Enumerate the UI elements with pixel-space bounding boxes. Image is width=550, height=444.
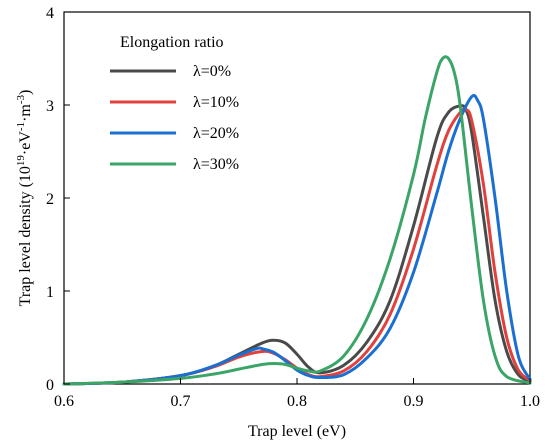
x-axis-ticks: 0.6 0.7 0.8 0.9 1.0	[54, 378, 540, 410]
legend-title: Elongation ratio	[120, 34, 224, 51]
y-tick-label: 4	[46, 5, 54, 22]
x-tick-label: 0.9	[404, 393, 424, 410]
series-line-3	[62, 55, 532, 386]
legend-label-2: λ=20%	[193, 125, 239, 142]
x-tick-label: 0.8	[287, 393, 307, 410]
series-line-2	[62, 93, 532, 386]
y-tick-label: 0	[46, 377, 54, 394]
y-axis-label: Trap level density (1019·eV-1·m-3)	[15, 90, 34, 307]
x-tick-label: 1.0	[520, 393, 540, 410]
y-axis-label-exp1: 19	[15, 155, 27, 167]
series-line-1	[62, 107, 532, 386]
y-tick-label: 1	[46, 284, 54, 301]
legend-items: λ=0% λ=10% λ=20% λ=30%	[110, 63, 239, 173]
y-axis-label-mid2: ·m	[17, 104, 34, 122]
y-axis-label-mid: ·eV	[17, 131, 34, 155]
legend-label-0: λ=0%	[193, 63, 231, 80]
y-axis-label-exp3: -3	[15, 94, 27, 104]
legend: Elongation ratio λ=0% λ=10% λ=20% λ=30%	[110, 34, 239, 173]
series-line-0	[62, 104, 532, 386]
legend-label-3: λ=30%	[193, 156, 239, 173]
y-tick-label: 3	[46, 98, 54, 115]
legend-label-1: λ=10%	[193, 94, 239, 111]
y-axis-ticks: 0 1 2 3 4	[46, 5, 70, 394]
x-axis-label: Trap level (eV)	[248, 423, 346, 440]
x-tick-label: 0.7	[171, 393, 191, 410]
y-axis-label-exp2: -1	[15, 122, 27, 131]
y-tick-label: 2	[46, 191, 54, 208]
series-layer	[62, 55, 532, 386]
y-axis-label-main: Trap level density (10	[17, 166, 34, 306]
y-axis-label-end: )	[17, 90, 34, 95]
x-tick-label: 0.6	[54, 393, 74, 410]
plot-area-frame	[63, 11, 531, 385]
